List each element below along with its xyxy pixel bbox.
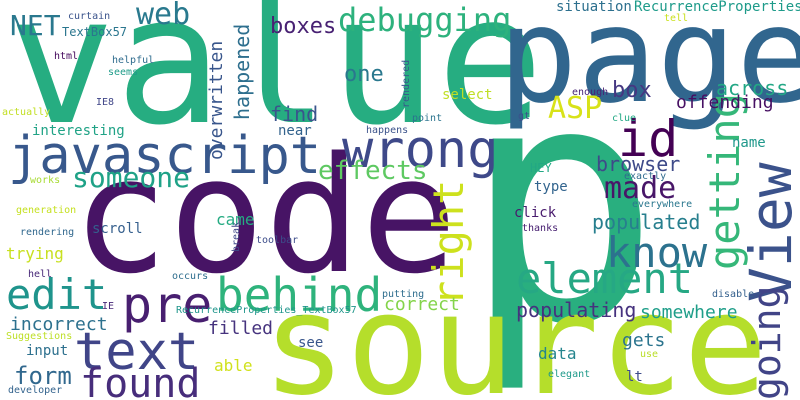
- word-someone: someone: [72, 161, 191, 194]
- word-incorrect: incorrect: [10, 314, 108, 335]
- word-happened: happened: [230, 23, 254, 120]
- word-putting: putting: [382, 289, 425, 300]
- word-trying: trying: [6, 244, 64, 263]
- word-debugging: debugging: [338, 1, 512, 39]
- word-right: right: [424, 179, 473, 306]
- word-recurrenceproperties: RecurrenceProperties: [634, 0, 800, 15]
- word-name: name: [732, 135, 766, 151]
- word-clue: clue: [612, 113, 637, 124]
- word-text: text: [74, 322, 200, 382]
- word-click: click: [514, 205, 557, 221]
- word-elegant: elegant: [548, 369, 591, 380]
- word-edit: edit: [6, 270, 108, 319]
- word-helpful: helpful: [112, 55, 155, 66]
- word-made: made: [604, 171, 677, 206]
- word-gets: gets: [622, 330, 666, 351]
- word-source: source: [262, 264, 768, 400]
- word-form: form: [14, 362, 72, 390]
- word-scroll: scroll: [92, 221, 143, 237]
- word-find: find: [270, 102, 319, 126]
- word-know: know: [606, 228, 708, 277]
- word-rendered: rendered: [401, 59, 412, 108]
- word-everywhere: everywhere: [632, 199, 693, 210]
- word-lt: lt: [626, 369, 643, 385]
- word-ie: IE: [102, 301, 115, 312]
- word-exactly: exactly: [624, 171, 667, 182]
- word-net: NET: [10, 9, 61, 42]
- word-seems: seems: [108, 67, 139, 78]
- word-p: p: [462, 13, 661, 397]
- word-element: element: [516, 254, 694, 303]
- word-boxes: boxes: [270, 14, 337, 39]
- word-gt: gt: [518, 111, 531, 122]
- word-see: see: [298, 335, 324, 351]
- word-hell: hell: [28, 269, 53, 280]
- word-toolbar: toolbar: [256, 235, 299, 246]
- word-select: select: [442, 87, 493, 103]
- word-input: input: [26, 343, 69, 359]
- word-overwritten: overwritten: [206, 40, 227, 160]
- word-found: found: [80, 361, 201, 400]
- word-populated: populated: [592, 210, 701, 234]
- word-tell: tell: [664, 13, 689, 24]
- word-across: across: [716, 76, 789, 100]
- word-page: page: [498, 0, 800, 133]
- word-box: box: [612, 78, 652, 103]
- word-happens: happens: [366, 125, 409, 136]
- word-use: use: [640, 349, 659, 360]
- word-pre: pre: [122, 276, 213, 334]
- word-html: html: [54, 51, 79, 62]
- word-value: value: [8, 0, 544, 164]
- word-interesting: interesting: [32, 123, 125, 139]
- word-point: point: [412, 113, 443, 124]
- word-occurs: occurs: [172, 271, 209, 282]
- word-curtain: curtain: [68, 11, 111, 22]
- word-data: data: [538, 344, 577, 363]
- word-asp: ASP: [548, 91, 603, 126]
- word-hey: HEY: [530, 161, 552, 175]
- word-recurrenceproperties-textbox57: RecurrenceProperties_TextBox57: [176, 305, 357, 316]
- word-thanks: thanks: [522, 223, 559, 234]
- word-near: near: [278, 123, 312, 139]
- word-type: type: [534, 179, 568, 195]
- word-actually: actually: [2, 107, 51, 118]
- word-break: break: [231, 221, 242, 252]
- word-correct: correct: [384, 294, 460, 315]
- word-able: able: [214, 356, 253, 375]
- word-wrong: wrong: [342, 120, 499, 180]
- word-ie8: IE8: [96, 97, 115, 108]
- word-web: web: [136, 0, 191, 32]
- word-effects: effects: [318, 156, 428, 186]
- word-disable: disable: [712, 289, 755, 300]
- word-offending: offending: [676, 92, 774, 113]
- word-one: one: [344, 62, 384, 87]
- word-filled: filled: [208, 318, 274, 339]
- word-somewhere: somewhere: [640, 302, 738, 323]
- word-textbox57: TextBox57: [62, 25, 128, 39]
- word-id: id: [618, 110, 679, 168]
- word-browser: browser: [596, 152, 681, 176]
- word-javascript: javascript: [8, 126, 322, 186]
- word-going: going: [745, 285, 789, 400]
- word-works: works: [30, 175, 61, 186]
- word-situation: situation: [556, 0, 632, 15]
- word-behind: behind: [216, 268, 383, 322]
- word-rendering: rendering: [20, 227, 75, 238]
- word-populating: populating: [516, 298, 637, 322]
- word-came: came: [216, 210, 255, 229]
- word-generation: generation: [16, 205, 77, 216]
- word-suggestions: Suggestions: [6, 331, 73, 342]
- word-developer: developer: [8, 385, 63, 396]
- word-view: View: [737, 162, 800, 302]
- word-getting: getting: [700, 92, 749, 270]
- word-enough: enough: [572, 87, 609, 98]
- word-code: code: [72, 122, 458, 309]
